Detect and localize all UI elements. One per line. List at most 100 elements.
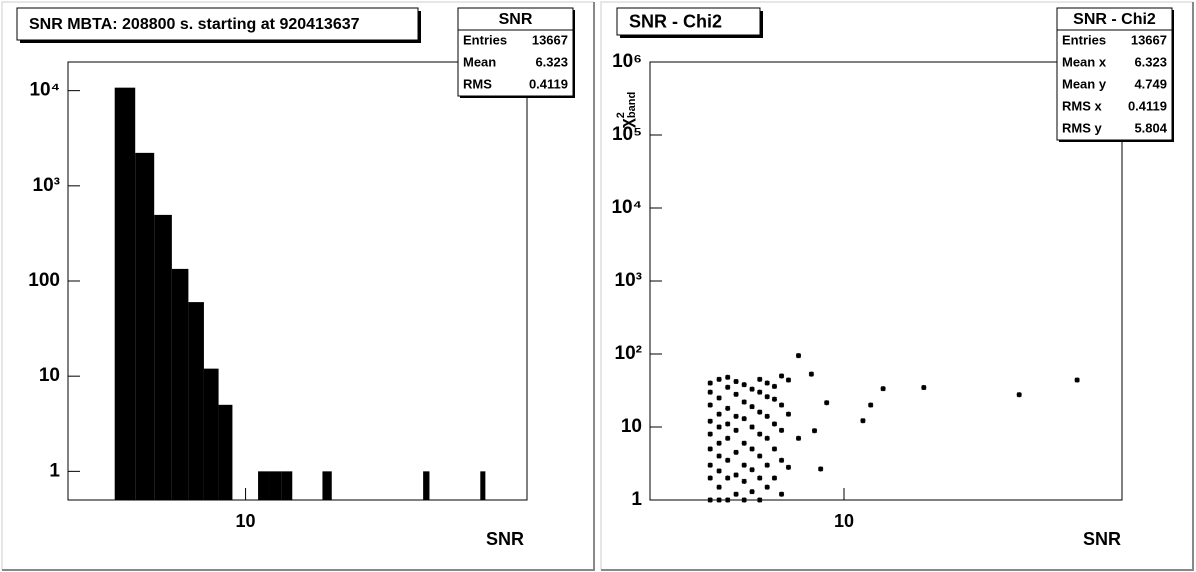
point (778, 427, 785, 433)
plot-frame (649, 61, 1123, 501)
chart-title: SNR MBTA: 208800 s. starting at 92041363… (29, 16, 360, 33)
point (778, 373, 785, 379)
x-tick-label: 10 (834, 511, 854, 531)
bar (114, 87, 136, 500)
point (749, 404, 755, 410)
stats-label: RMS x (1062, 98, 1103, 113)
y-axis-label: χ2band (615, 92, 638, 128)
stats-value: 13667 (532, 32, 568, 47)
y-tick-label: 10 (39, 365, 60, 386)
y-label-sup: 2 (615, 112, 627, 118)
stats-label: Mean x (1062, 54, 1107, 69)
stats-value: 0.4119 (529, 76, 568, 91)
point (771, 475, 778, 481)
y-tick-label: 10⁴ (611, 197, 642, 218)
point (741, 382, 747, 388)
point (771, 383, 778, 389)
point (757, 389, 763, 395)
stats-label: RMS (463, 76, 492, 91)
point (764, 484, 770, 490)
point (778, 457, 785, 463)
stats-value: 0.4119 (1128, 98, 1167, 113)
point (785, 411, 792, 417)
stats-label: Mean y (1062, 76, 1107, 91)
point (741, 440, 747, 446)
bar (135, 152, 155, 501)
bar (171, 268, 189, 500)
point (749, 467, 755, 473)
point (716, 376, 722, 382)
point (757, 453, 763, 459)
point (764, 394, 770, 400)
point (716, 440, 722, 446)
y-tick-label: 1 (49, 460, 60, 481)
point (771, 421, 778, 427)
chart-title: SNR - Chi2 (629, 11, 722, 31)
bar (322, 471, 332, 500)
point (716, 484, 722, 490)
stats-value: 5.804 (1134, 120, 1167, 135)
bar (203, 368, 219, 500)
x-axis-label: SNR (1083, 529, 1121, 549)
point (733, 413, 739, 419)
stats-label: Entries (463, 32, 507, 47)
stats-value: 6.323 (1134, 54, 1167, 69)
point (725, 435, 731, 441)
point (733, 427, 739, 433)
point (725, 384, 731, 390)
y-tick-label: 10 (621, 416, 642, 437)
point (757, 409, 763, 415)
point (707, 380, 713, 386)
y-tick-label: 1 (631, 489, 642, 510)
point (749, 489, 755, 495)
stats-label: Mean (463, 54, 496, 69)
stats-label: Entries (1062, 32, 1106, 47)
x-axis-label: SNR (486, 529, 524, 549)
point (764, 413, 770, 419)
bar (480, 471, 486, 500)
bar (258, 471, 270, 500)
point (785, 464, 792, 470)
point (868, 402, 874, 408)
point (707, 389, 713, 395)
bar (218, 404, 233, 500)
point (1016, 392, 1022, 398)
stats-value: 6.323 (535, 54, 568, 69)
point (741, 399, 747, 405)
point (725, 374, 731, 380)
point (741, 462, 747, 468)
stats-label: RMS y (1062, 120, 1103, 135)
point (707, 446, 713, 452)
point (725, 457, 731, 463)
point (764, 380, 770, 386)
bar (154, 214, 172, 500)
title-box (616, 7, 761, 36)
bar (188, 302, 204, 500)
point (733, 449, 739, 455)
y-tick-label: 10⁵ (612, 124, 642, 145)
point (860, 418, 866, 424)
point (771, 446, 778, 452)
point (733, 378, 739, 385)
point (716, 411, 722, 417)
bar (281, 471, 293, 500)
point (749, 424, 755, 430)
stats-value: 13667 (1131, 32, 1167, 47)
point (764, 462, 770, 468)
point (707, 475, 713, 481)
point (716, 453, 722, 459)
point (757, 431, 763, 437)
point (778, 491, 785, 497)
point (785, 377, 792, 383)
point (716, 468, 722, 474)
point (921, 384, 927, 391)
title-box (16, 7, 419, 41)
point (880, 386, 886, 392)
point (707, 431, 713, 437)
point (771, 396, 778, 402)
point (824, 400, 830, 406)
point (818, 466, 824, 472)
point (725, 475, 731, 481)
point (707, 402, 713, 408)
